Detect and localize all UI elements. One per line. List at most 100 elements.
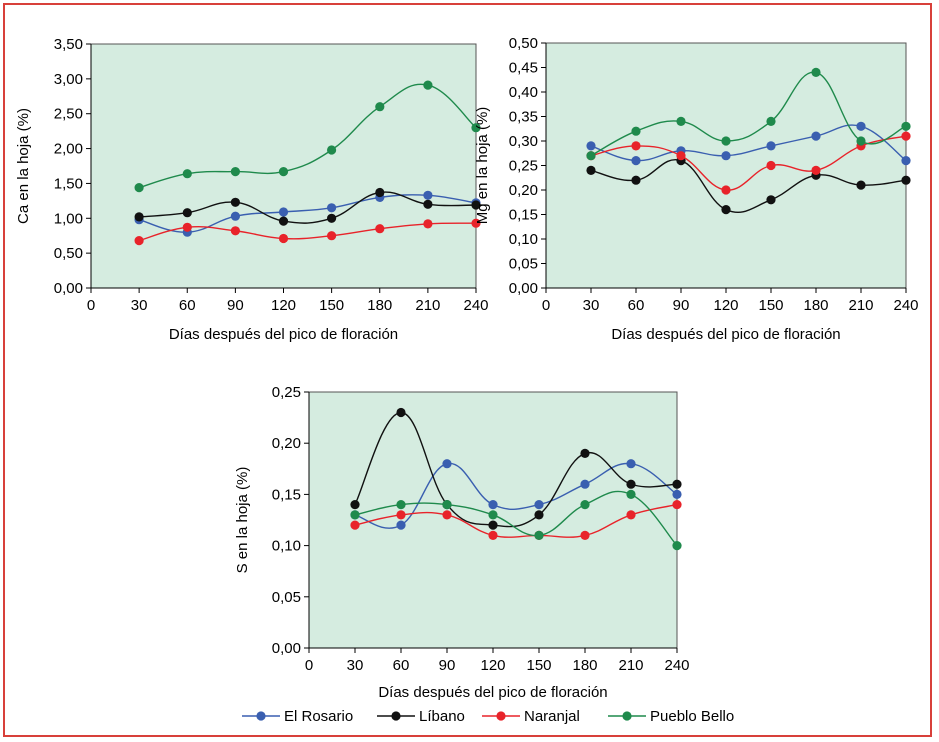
data-point xyxy=(442,510,452,520)
data-point xyxy=(901,175,911,185)
data-point xyxy=(134,183,144,193)
data-point xyxy=(327,213,337,223)
data-point xyxy=(230,211,240,221)
y-tick-label: 0,35 xyxy=(509,109,538,126)
data-point xyxy=(631,156,641,166)
x-axis-label: Días después del pico de floración xyxy=(611,326,840,343)
data-point xyxy=(676,116,686,126)
x-tick-label: 0 xyxy=(542,297,550,314)
data-point xyxy=(580,500,590,510)
legend-label: Líbano xyxy=(419,708,465,725)
data-point xyxy=(488,500,498,510)
data-point xyxy=(534,530,544,541)
y-tick-label: 0,10 xyxy=(272,538,301,555)
y-tick-label: 0,40 xyxy=(509,84,538,101)
y-tick-label: 2,50 xyxy=(54,106,83,123)
x-tick-label: 210 xyxy=(848,297,873,314)
data-point xyxy=(423,199,433,209)
data-point xyxy=(580,448,590,458)
y-axis-label: S en la hoja (%) xyxy=(234,467,251,574)
data-point xyxy=(278,233,289,244)
y-tick-label: 3,00 xyxy=(54,71,83,88)
x-tick-label: 0 xyxy=(87,297,95,314)
x-tick-label: 120 xyxy=(271,297,296,314)
data-point xyxy=(278,216,289,226)
x-tick-label: 60 xyxy=(179,297,196,314)
x-tick-label: 240 xyxy=(893,297,918,314)
data-point xyxy=(721,151,731,161)
data-point xyxy=(442,459,452,469)
data-point xyxy=(396,510,406,520)
x-tick-label: 30 xyxy=(131,297,148,314)
data-point xyxy=(327,203,337,213)
y-tick-label: 3,50 xyxy=(54,36,83,53)
data-point xyxy=(396,520,406,530)
data-point xyxy=(626,510,636,520)
x-tick-label: 30 xyxy=(347,657,364,674)
x-tick-label: 210 xyxy=(618,657,643,674)
data-point xyxy=(580,530,590,541)
legend-marker xyxy=(496,711,506,721)
y-tick-label: 0,10 xyxy=(509,231,538,248)
data-point xyxy=(134,212,144,222)
data-point xyxy=(278,167,289,177)
x-tick-label: 0 xyxy=(305,657,313,674)
data-point xyxy=(488,520,498,530)
plot-area xyxy=(545,42,907,289)
data-point xyxy=(672,479,682,489)
data-point xyxy=(631,141,641,151)
y-tick-label: 0,30 xyxy=(509,133,538,150)
y-tick-label: 0,20 xyxy=(509,182,538,199)
series-line xyxy=(590,158,907,214)
x-tick-label: 120 xyxy=(480,657,505,674)
data-point xyxy=(631,126,641,136)
x-axis-label: Días después del pico de floración xyxy=(378,684,607,701)
data-point xyxy=(471,200,481,210)
data-point xyxy=(423,80,433,90)
data-point xyxy=(901,121,911,131)
x-tick-label: 150 xyxy=(319,297,344,314)
data-point xyxy=(766,116,776,126)
legend-label: Naranjal xyxy=(524,708,580,725)
y-tick-label: 0,20 xyxy=(272,435,301,452)
data-point xyxy=(766,160,776,171)
y-tick-label: 1,50 xyxy=(54,175,83,192)
data-point xyxy=(134,236,144,246)
data-point xyxy=(721,205,731,215)
y-tick-label: 0,50 xyxy=(54,245,83,262)
x-tick-label: 240 xyxy=(664,657,689,674)
data-point xyxy=(626,479,636,489)
data-point xyxy=(586,165,596,175)
x-tick-label: 180 xyxy=(572,657,597,674)
data-point xyxy=(721,136,731,146)
data-point xyxy=(672,500,682,510)
y-axis-label: Ca en la hoja (%) xyxy=(15,108,32,224)
data-point xyxy=(856,136,866,146)
y-tick-label: 0,25 xyxy=(272,384,301,401)
legend-label: Pueblo Bello xyxy=(650,708,734,725)
y-tick-label: 1,00 xyxy=(54,210,83,227)
x-tick-label: 180 xyxy=(367,297,392,314)
data-point xyxy=(672,489,682,499)
y-tick-label: 0,50 xyxy=(509,35,538,52)
data-point xyxy=(230,197,240,207)
data-point xyxy=(488,510,498,520)
data-point xyxy=(471,123,481,133)
x-tick-label: 60 xyxy=(393,657,410,674)
x-tick-label: 60 xyxy=(628,297,645,314)
y-tick-label: 0,15 xyxy=(509,207,538,224)
data-point xyxy=(230,226,240,236)
x-axis-label: Días después del pico de floración xyxy=(169,326,398,343)
data-point xyxy=(766,195,776,205)
data-point xyxy=(375,224,385,234)
data-point xyxy=(586,141,596,151)
y-tick-label: 0,00 xyxy=(509,280,538,297)
data-point xyxy=(580,479,590,489)
data-point xyxy=(534,510,544,520)
data-point xyxy=(811,131,821,141)
data-point xyxy=(721,185,731,195)
data-point xyxy=(182,222,192,232)
legend-marker xyxy=(622,711,632,721)
data-point xyxy=(375,102,385,112)
